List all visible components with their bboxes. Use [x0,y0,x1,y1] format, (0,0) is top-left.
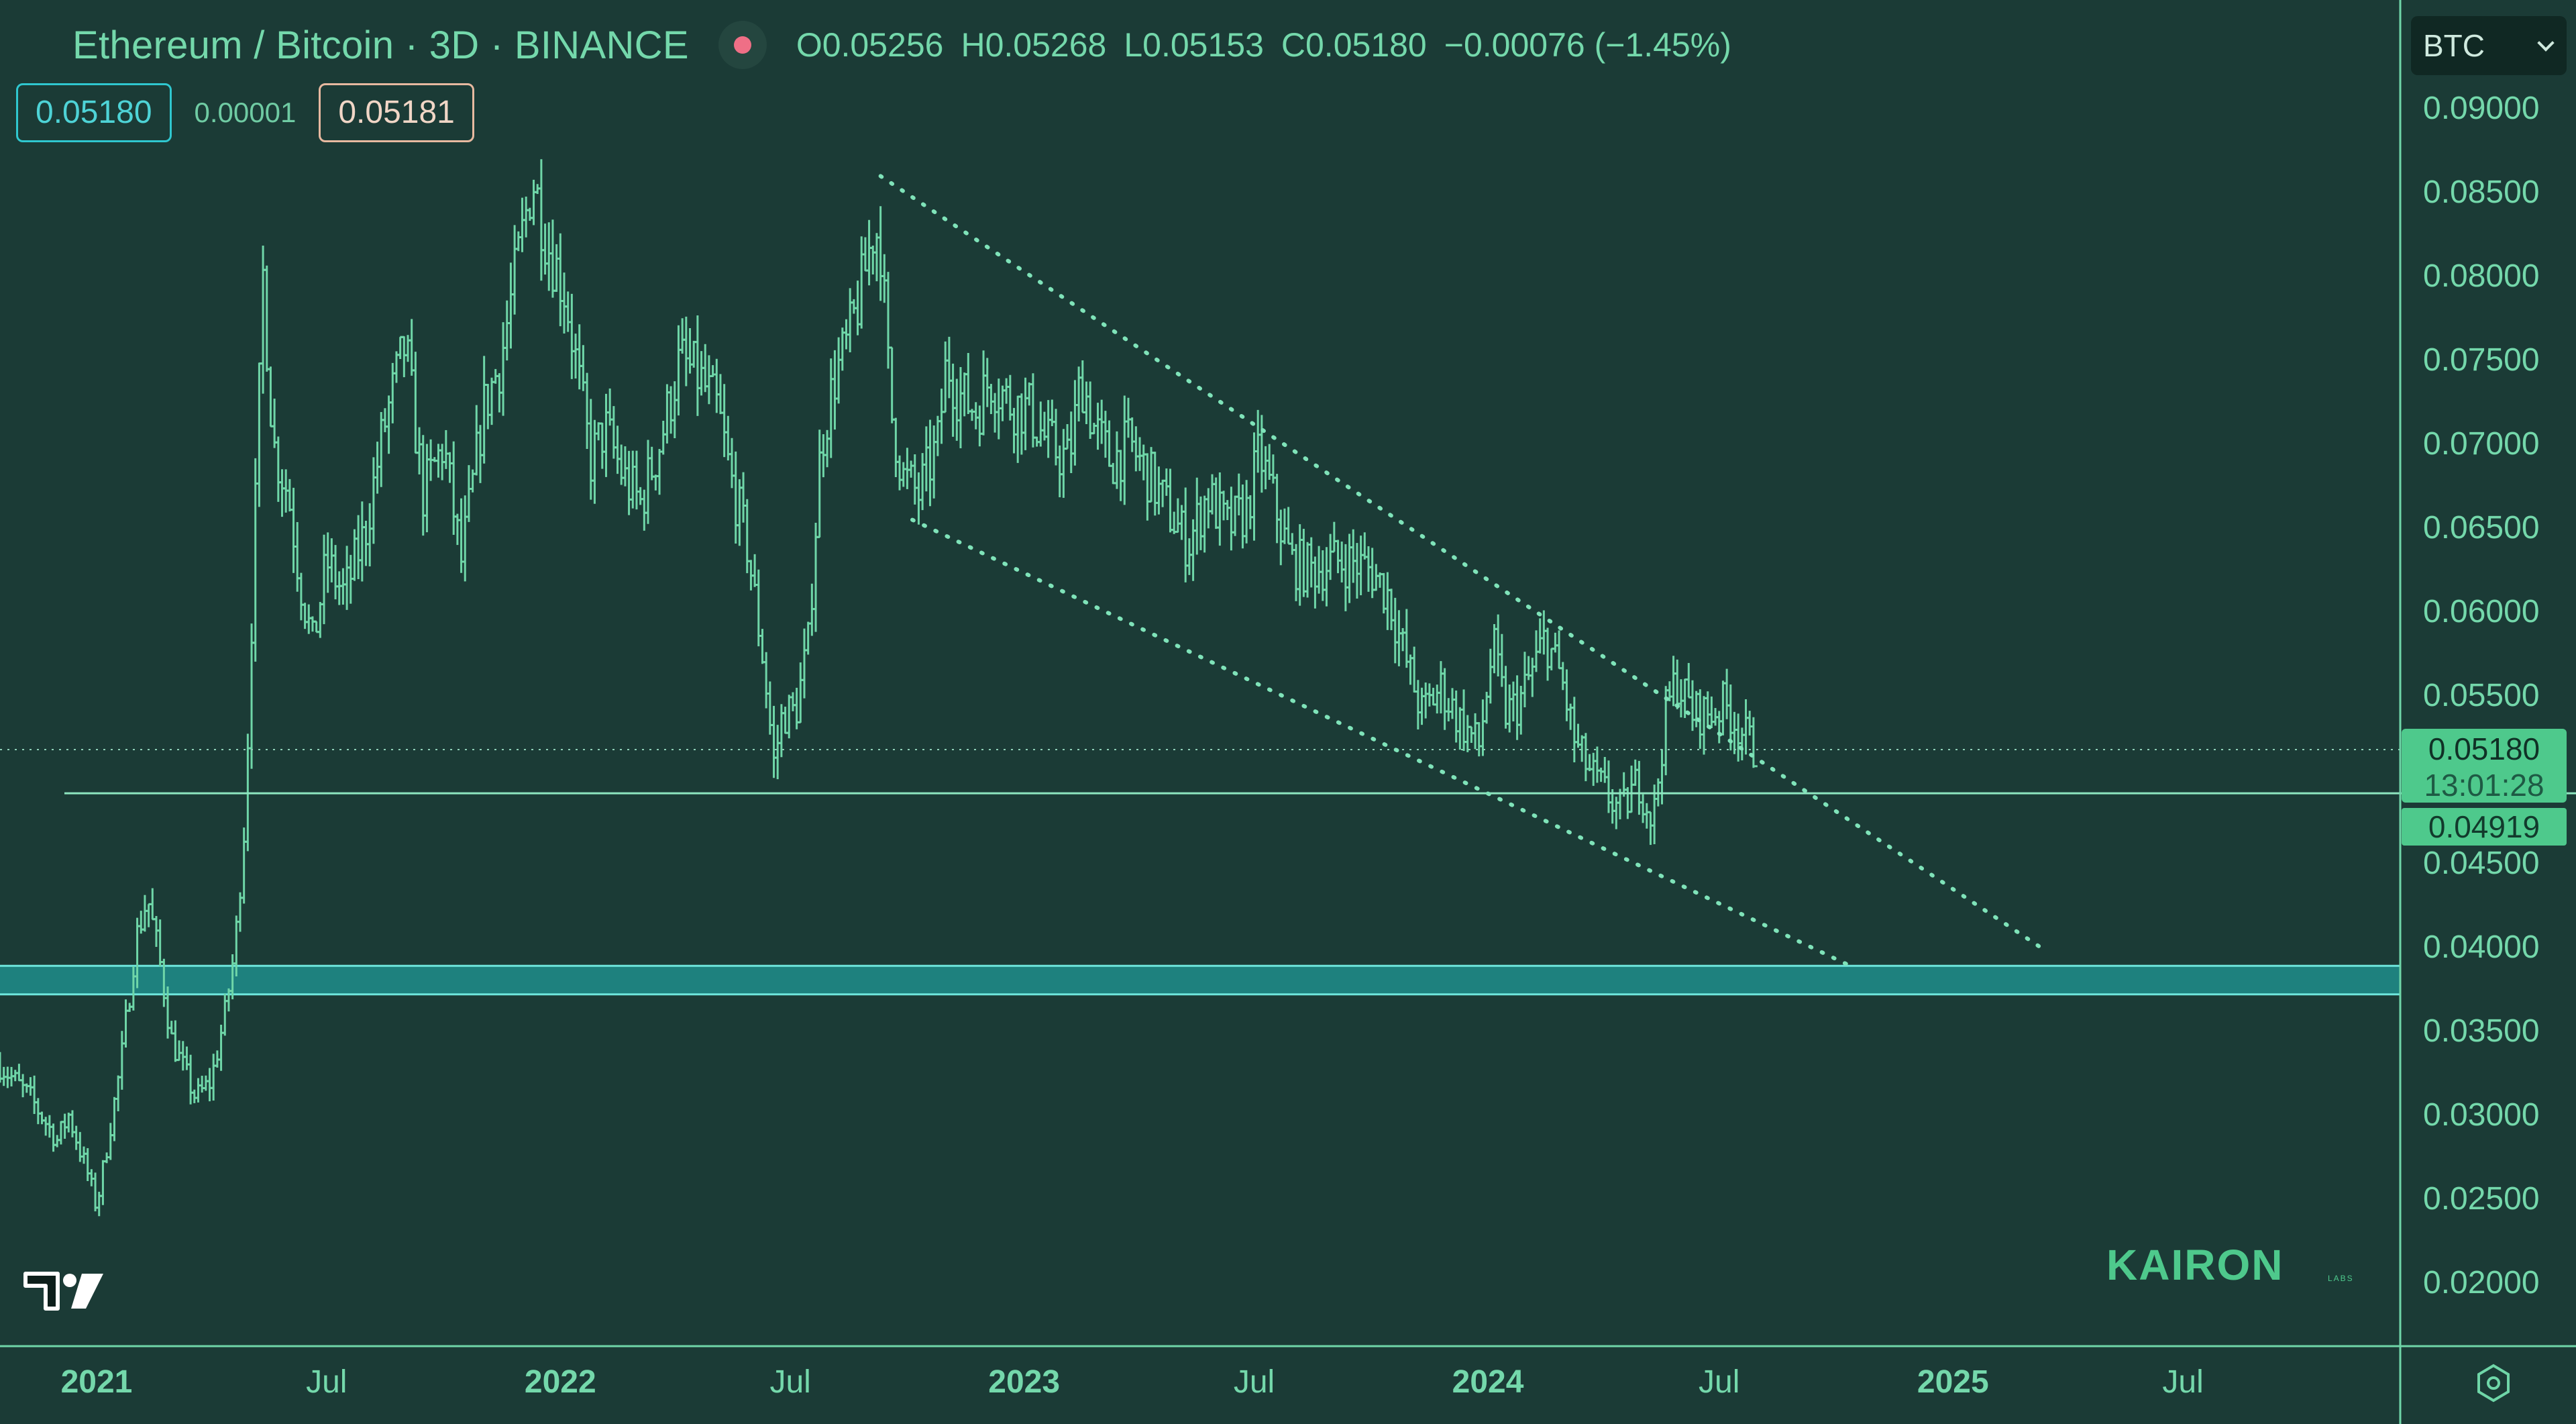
time-tick-label: 2023 [988,1364,1061,1400]
price-tick-label: 0.05500 [2423,677,2540,713]
time-tick-label: 2021 [60,1364,133,1400]
time-tick-label: Jul [1699,1364,1740,1400]
support-zone [0,964,2400,996]
price-tick-label: 0.06000 [2423,594,2540,630]
currency-select[interactable]: BTC [2411,16,2567,75]
plot-area[interactable] [0,0,2400,1345]
buy-price-button[interactable]: 0.05181 [319,83,474,142]
time-tick-label: Jul [769,1364,811,1400]
price-tick-label: 0.08500 [2423,174,2540,211]
price-tick-label: 0.07500 [2423,342,2540,378]
price-tick-label: 0.06500 [2423,510,2540,546]
price-tick-label: 0.02500 [2423,1180,2540,1217]
high-value: H0.05268 [961,26,1107,64]
market-status-dot-icon [733,36,751,54]
market-status-indicator[interactable] [718,21,767,69]
price-tick-label: 0.09000 [2423,91,2540,127]
price-tick-label: 0.02000 [2423,1264,2540,1301]
spread-value: 0.00001 [194,97,297,128]
quote-bar: 0.05180 0.00001 0.05181 [16,83,474,142]
price-tick-label: 0.04000 [2423,929,2540,965]
time-tick-label: 2024 [1452,1364,1524,1400]
bar-countdown: 13:01:28 [2424,768,2544,803]
time-tick-label: Jul [1233,1364,1275,1400]
symbol-title[interactable]: Ethereum / Bitcoin · 3D · BINANCE [72,23,689,67]
time-tick-label: 2022 [524,1364,596,1400]
price-tick-label: 0.08000 [2423,258,2540,295]
time-tick-label: Jul [2162,1364,2204,1400]
settings-gear-icon[interactable] [2473,1362,2514,1404]
price-tick-label: 0.07000 [2423,426,2540,462]
change-value: −0.00076 (−1.45%) [1444,26,1731,64]
channel-upper-trendline[interactable] [878,174,2048,953]
currency-select-value: BTC [2423,28,2485,63]
candle[interactable] [1749,717,1758,768]
time-tick-label: Jul [306,1364,347,1400]
chevron-down-icon [2537,34,2555,52]
chart-header: Ethereum / Bitcoin · 3D · BINANCE O0.052… [72,17,1731,72]
last-price-label: 0.05180 13:01:28 [2402,729,2567,803]
tradingview-logo-icon[interactable] [20,1267,107,1315]
ohlc-values: O0.05256 H0.05268 L0.05153 C0.05180 −0.0… [796,26,1731,64]
candlestick-series [0,159,1758,1217]
horizontal-level-label: 0.04919 [2402,808,2567,846]
sell-price-button[interactable]: 0.05180 [16,83,172,142]
time-tick-label: 2025 [1917,1364,1989,1400]
price-tick-label: 0.03500 [2423,1013,2540,1049]
close-value: C0.05180 [1281,26,1427,64]
low-value: L0.05153 [1124,26,1264,64]
price-tick-label: 0.03000 [2423,1097,2540,1133]
last-price-value: 0.05180 [2428,731,2540,766]
open-value: O0.05256 [796,26,944,64]
price-tick-label: 0.04500 [2423,845,2540,881]
kairon-watermark: KAIRON [2106,1241,2284,1289]
kairon-watermark-sub: LABS [2328,1274,2354,1283]
support-zone-fill[interactable] [0,966,2400,995]
channel-lower-trendline[interactable] [910,517,1856,970]
